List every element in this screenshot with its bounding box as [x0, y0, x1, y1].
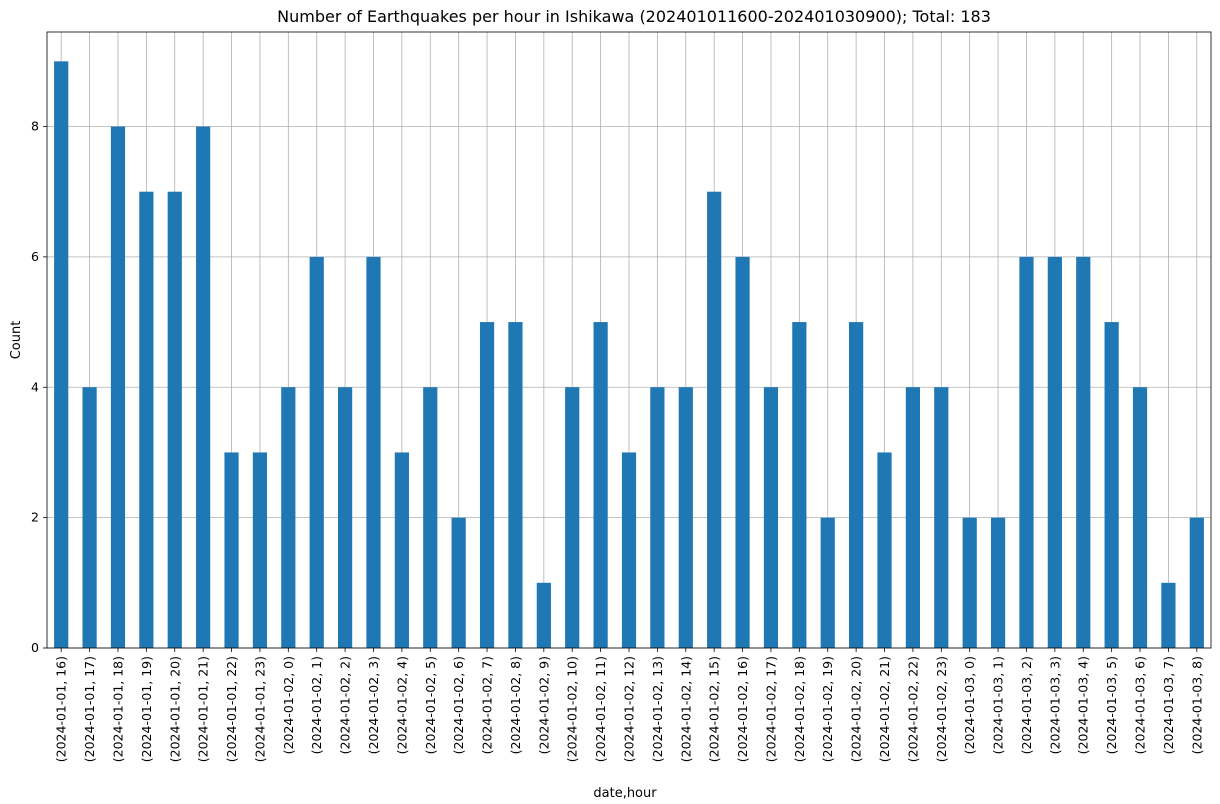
y-tick-label: 0	[31, 640, 39, 655]
x-tick-label: (2024-01-02, 0)	[281, 656, 296, 754]
x-tick-label: (2024-01-03, 0)	[962, 656, 977, 754]
x-tick-label: (2024-01-02, 2)	[338, 656, 353, 754]
x-tick-label: (2024-01-02, 22)	[905, 656, 920, 762]
x-tick-label: (2024-01-02, 11)	[593, 656, 608, 762]
y-tick-label: 6	[31, 249, 39, 264]
x-tick-label: (2024-01-02, 9)	[536, 656, 551, 754]
x-tick-label: (2024-01-02, 15)	[707, 656, 722, 762]
bar	[1132, 387, 1148, 648]
bar	[763, 387, 779, 648]
x-tick-label: (2024-01-01, 23)	[252, 656, 267, 762]
bar	[934, 387, 949, 648]
bar	[1104, 322, 1119, 648]
bar	[735, 256, 750, 648]
bar	[110, 126, 126, 649]
x-tick-label: (2024-01-03, 6)	[1133, 656, 1148, 754]
bar	[792, 322, 807, 648]
x-tick-label: (2024-01-01, 16)	[54, 656, 69, 762]
x-tick-label: (2024-01-03, 1)	[991, 656, 1006, 754]
x-tick-label: (2024-01-01, 21)	[196, 656, 211, 762]
x-tick-label: (2024-01-01, 19)	[139, 656, 154, 762]
bar	[54, 61, 69, 649]
bars	[54, 61, 1204, 649]
bar	[1076, 256, 1091, 648]
x-tick-label: (2024-01-03, 3)	[1047, 656, 1062, 754]
bar	[1161, 582, 1176, 648]
bar	[1047, 256, 1062, 648]
x-tick-label: (2024-01-01, 20)	[167, 656, 182, 762]
x-tick-label: (2024-01-02, 8)	[508, 656, 523, 754]
x-tick-label: (2024-01-03, 7)	[1161, 656, 1176, 754]
x-tick-label: (2024-01-02, 7)	[480, 656, 495, 754]
bar	[167, 191, 182, 648]
bar	[508, 322, 523, 648]
bar	[1019, 256, 1034, 648]
y-axis: 0 2 4 6 8	[31, 119, 47, 655]
bar	[678, 387, 693, 648]
x-tick-label: (2024-01-02, 13)	[650, 656, 665, 762]
x-tick-label: (2024-01-02, 14)	[678, 656, 693, 762]
y-tick-label: 2	[31, 510, 39, 525]
x-tick-label: (2024-01-03, 2)	[1019, 656, 1034, 754]
bar	[1189, 517, 1204, 648]
bar	[139, 191, 154, 648]
x-tick-label: (2024-01-02, 4)	[394, 656, 409, 754]
x-tick-label: (2024-01-03, 8)	[1189, 656, 1204, 754]
x-tick-label: (2024-01-02, 19)	[820, 656, 835, 762]
x-tick-label: (2024-01-02, 6)	[451, 656, 466, 754]
bar	[990, 517, 1006, 648]
bar	[281, 387, 296, 648]
bar	[877, 452, 892, 648]
x-axis-label: date,hour	[593, 786, 657, 801]
x-tick-label: (2024-01-02, 17)	[763, 656, 778, 762]
bar	[451, 517, 466, 648]
bar	[366, 256, 381, 648]
chart-title: Number of Earthquakes per hour in Ishika…	[277, 7, 991, 26]
bar	[252, 452, 268, 648]
bar	[82, 387, 97, 648]
bar	[536, 582, 551, 648]
bar	[650, 387, 665, 648]
y-tick-label: 8	[31, 119, 39, 134]
bar	[224, 452, 239, 648]
x-tick-label: (2024-01-01, 18)	[110, 656, 125, 762]
bar	[309, 256, 324, 648]
bar	[820, 517, 835, 648]
bar	[565, 387, 580, 648]
bar	[707, 191, 722, 648]
x-tick-label: (2024-01-02, 23)	[934, 656, 949, 762]
x-tick-label: (2024-01-02, 21)	[877, 656, 892, 762]
bar	[962, 517, 977, 648]
x-tick-label: (2024-01-02, 18)	[792, 656, 807, 762]
x-tick-label: (2024-01-02, 3)	[366, 656, 381, 754]
y-tick-label: 4	[31, 379, 39, 394]
x-tick-label: (2024-01-02, 16)	[735, 656, 750, 762]
bar	[849, 322, 864, 648]
bar	[423, 387, 438, 648]
y-axis-label: Count	[9, 321, 24, 360]
bar	[479, 322, 495, 648]
bar	[196, 126, 211, 649]
x-tick-label: (2024-01-02, 1)	[309, 656, 324, 754]
x-tick-label: (2024-01-01, 17)	[82, 656, 97, 762]
x-axis: (2024-01-01, 16) (2024-01-01, 17) (2024-01…	[54, 648, 1204, 762]
bar	[593, 322, 608, 648]
x-tick-label: (2024-01-02, 12)	[622, 656, 637, 762]
bar	[394, 452, 409, 648]
bar	[621, 452, 637, 648]
x-tick-label: (2024-01-03, 4)	[1076, 656, 1091, 754]
bar	[338, 387, 353, 648]
x-tick-label: (2024-01-01, 22)	[224, 656, 239, 762]
x-tick-label: (2024-01-02, 10)	[565, 656, 580, 762]
x-tick-label: (2024-01-02, 20)	[849, 656, 864, 762]
bar	[905, 387, 920, 648]
x-tick-label: (2024-01-03, 5)	[1104, 656, 1119, 754]
x-tick-label: (2024-01-02, 5)	[423, 656, 438, 754]
